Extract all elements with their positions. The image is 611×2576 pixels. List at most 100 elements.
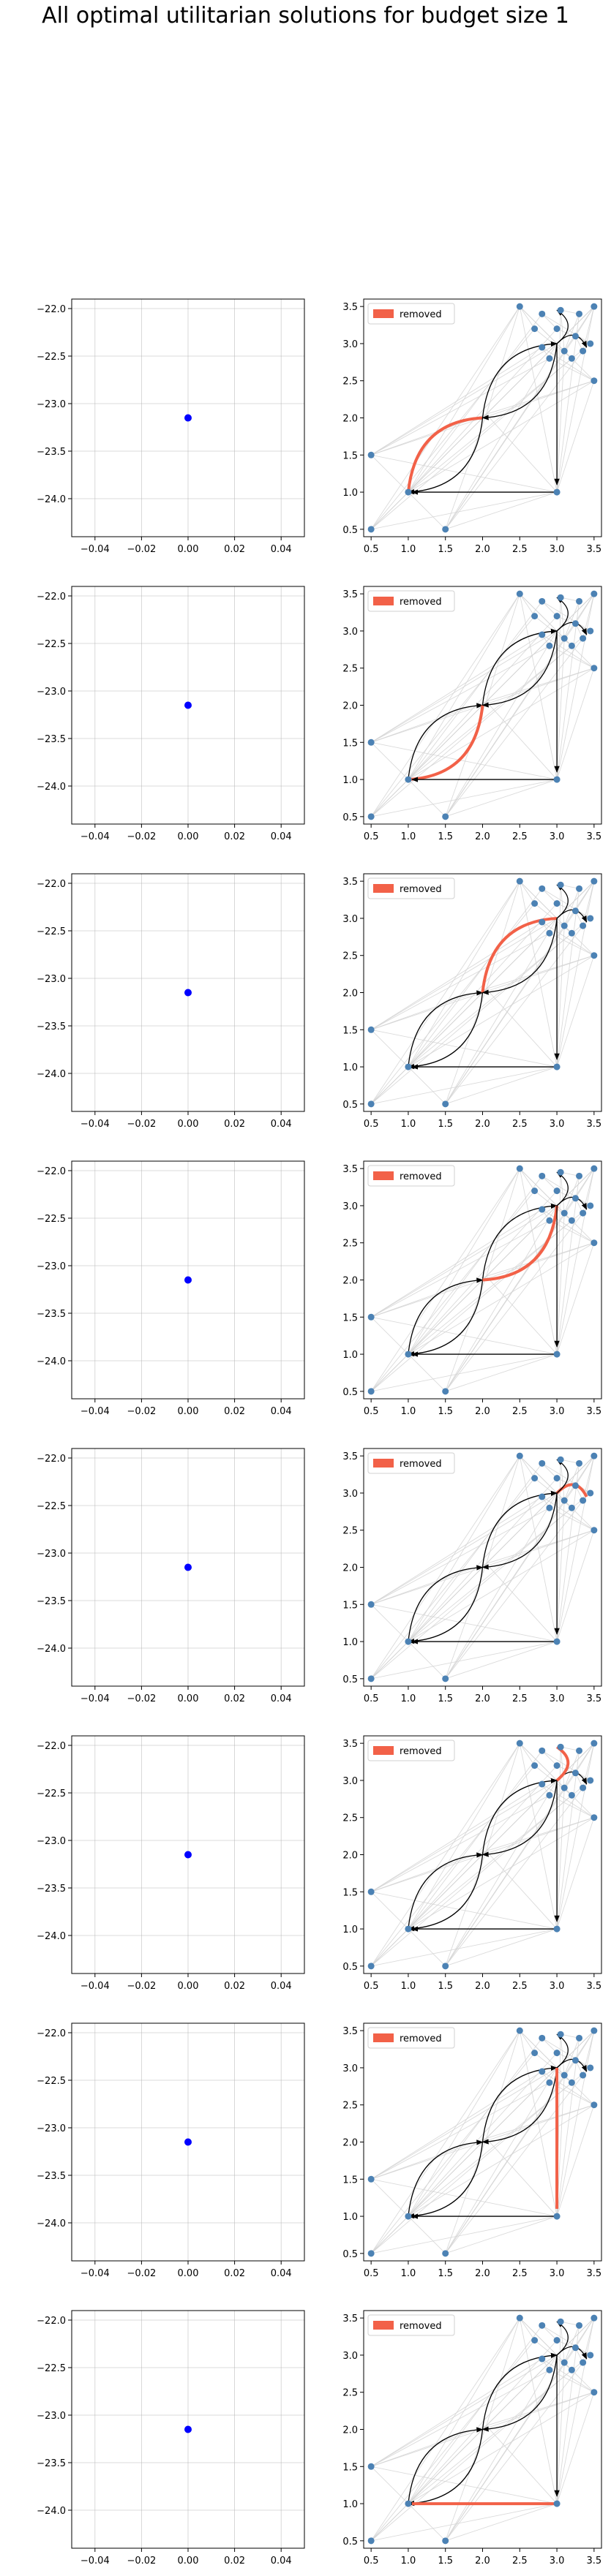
x-tick-label: 2.0 <box>475 831 490 842</box>
graph-node <box>367 1388 375 1395</box>
graph-node <box>539 1747 546 1754</box>
background-edge <box>445 779 558 817</box>
x-tick-label: −0.04 <box>80 1693 110 1704</box>
y-tick-label: 1.0 <box>342 2212 358 2223</box>
y-tick-label: −23.5 <box>37 1309 66 1320</box>
legend-swatch <box>373 884 394 893</box>
x-tick-label: 0.04 <box>271 1981 292 1992</box>
background-edge <box>556 2392 595 2504</box>
background-edge <box>371 2137 487 2180</box>
background-edge <box>371 2425 487 2467</box>
main-edge <box>408 418 484 495</box>
background-edge <box>445 1928 558 1967</box>
background-edge <box>371 2216 558 2254</box>
background-edge <box>541 347 595 382</box>
background-edge <box>445 2074 583 2254</box>
background-edge <box>371 1850 487 1892</box>
background-edge <box>556 1817 595 1930</box>
graph-node <box>367 1888 375 1895</box>
background-edge <box>370 2030 520 2254</box>
background-edge <box>408 2317 520 2504</box>
legend: removed <box>367 877 455 899</box>
graph-node <box>539 885 546 892</box>
background-edge <box>445 1485 576 1680</box>
background-edge <box>541 2358 595 2393</box>
background-edge <box>486 593 595 702</box>
graph-node <box>571 1769 579 1777</box>
y-tick-label: 2.0 <box>342 1276 358 1287</box>
y-tick-label: 2.0 <box>342 1851 358 1862</box>
background-edge <box>445 1066 558 1105</box>
removed-edge <box>408 705 484 782</box>
main-edge <box>408 990 484 1068</box>
background-edge <box>556 1500 565 1642</box>
x-tick-label: −0.04 <box>80 1406 110 1417</box>
graph-node <box>442 2537 449 2545</box>
y-tick-label: −23.0 <box>37 2123 66 2134</box>
graph-node <box>571 1482 579 1489</box>
legend-swatch <box>373 1171 394 1180</box>
background-edge <box>486 881 520 989</box>
x-tick-label: 0.00 <box>178 2556 199 2566</box>
background-edge <box>408 2067 591 2217</box>
background-edge <box>556 2038 580 2217</box>
background-edge <box>408 1353 446 1392</box>
x-tick-label: 1.0 <box>401 2268 416 2279</box>
background-edge <box>575 593 595 624</box>
x-tick-label: 2.0 <box>475 2268 490 2279</box>
background-edge <box>408 1492 591 1642</box>
y-tick-label: 2.5 <box>342 664 358 675</box>
y-tick-label: 1.5 <box>342 1887 358 1898</box>
background-edge <box>575 1742 595 1774</box>
y-tick-label: 3.5 <box>342 2026 358 2037</box>
graph-node <box>580 1784 587 1791</box>
background-edge <box>370 1316 409 1355</box>
legend-swatch <box>373 2033 394 2042</box>
background-edge <box>408 955 595 1068</box>
graph-node <box>442 1100 449 1108</box>
graph-node <box>516 1452 523 1459</box>
legend: removed <box>367 303 455 325</box>
x-tick-label: 1.5 <box>438 1119 453 1130</box>
y-tick-label: −22.5 <box>37 639 66 650</box>
graph-node <box>539 1493 546 1500</box>
y-tick-label: −24.0 <box>37 494 66 505</box>
background-edge <box>445 1198 576 1392</box>
main-edge <box>408 2139 484 2217</box>
background-edge <box>370 1783 542 1892</box>
graph-node <box>571 620 579 627</box>
graph-node <box>367 739 375 746</box>
x-tick-label: 2.0 <box>475 1981 490 1992</box>
graph-node <box>553 2337 561 2344</box>
legend-box <box>367 303 455 325</box>
background-edge <box>408 380 595 493</box>
background-edge <box>486 380 594 415</box>
background-edge <box>445 1787 583 1967</box>
background-edge <box>563 1176 580 1214</box>
main-edge <box>408 1280 484 1357</box>
y-tick-label: −22.0 <box>37 2028 66 2039</box>
graph-node <box>531 325 539 333</box>
background-edge <box>445 2503 558 2542</box>
background-edge <box>556 594 595 780</box>
background-edge <box>371 491 558 530</box>
background-edge <box>370 645 550 743</box>
legend: removed <box>367 1165 455 1187</box>
y-tick-label: 2.5 <box>342 2101 358 2112</box>
background-edge <box>370 306 520 530</box>
background-edge <box>408 1750 543 1930</box>
x-tick-label: 1.5 <box>438 1406 453 1417</box>
background-edge <box>370 347 542 456</box>
x-tick-label: 1.5 <box>438 1693 453 1704</box>
y-tick-label: 3.5 <box>342 1451 358 1462</box>
graph-node <box>561 1497 568 1504</box>
graph-node <box>367 2537 375 2545</box>
background-edge <box>541 2037 558 2053</box>
background-edge <box>370 2358 542 2467</box>
graph-node <box>576 1459 583 1467</box>
background-edge <box>563 888 580 926</box>
legend-label: removed <box>400 309 442 320</box>
graph-node <box>571 2344 579 2352</box>
background-edge <box>560 1459 565 1501</box>
background-edge <box>486 2138 558 2217</box>
